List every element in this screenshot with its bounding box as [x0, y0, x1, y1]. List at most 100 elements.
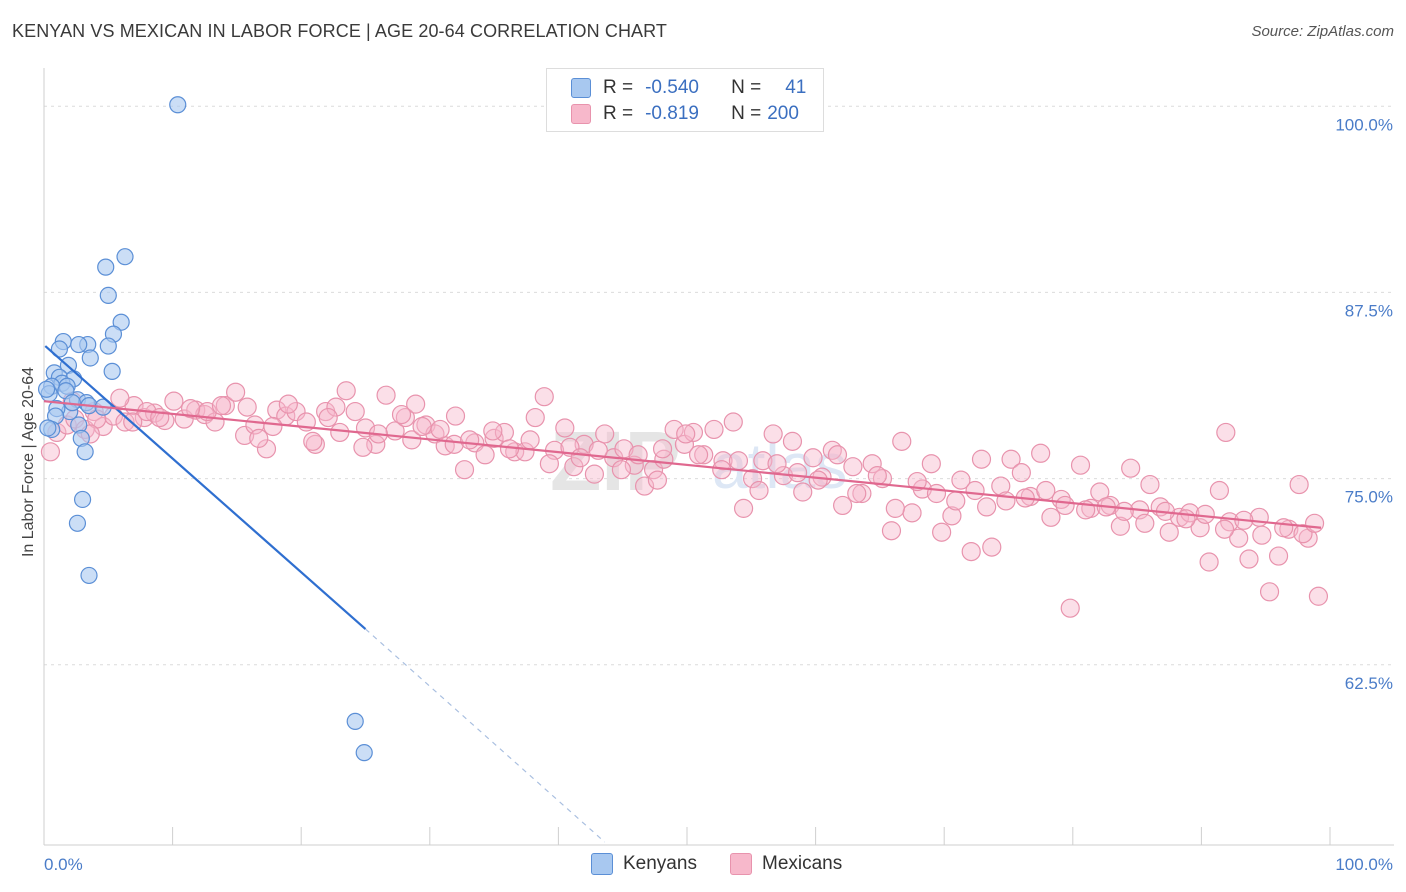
kenyan-point — [80, 566, 98, 585]
mexican-point — [704, 419, 724, 440]
mexican-point — [961, 541, 981, 562]
r-label: R = — [603, 77, 634, 98]
mexican-point — [534, 387, 554, 407]
mexican-point — [1060, 598, 1080, 618]
mexican-point — [965, 480, 985, 501]
mexican-point — [235, 425, 255, 446]
kenyans-trend-line — [44, 345, 367, 630]
mexican-point — [742, 469, 763, 489]
kenyan-point — [81, 349, 99, 367]
r-value: -0.540 — [645, 77, 699, 98]
x-tick-label: 0.0% — [44, 855, 83, 874]
grid-lines — [44, 105, 1394, 666]
mexican-point — [391, 404, 412, 425]
mexican-point — [444, 434, 464, 454]
kenyan-point — [346, 712, 364, 730]
kenyan-point — [99, 337, 117, 355]
mexican-point — [1031, 443, 1051, 463]
mexican-point — [793, 482, 813, 502]
mexican-point — [430, 419, 450, 440]
mexican-point — [1140, 474, 1160, 495]
mexican-point — [926, 483, 947, 504]
kenyan-point — [99, 286, 117, 305]
mexican-point — [763, 424, 783, 444]
kenyan-point — [103, 362, 121, 380]
n-value: 41 — [785, 77, 807, 98]
mexican-point — [827, 445, 848, 465]
mexican-point — [305, 434, 325, 454]
mexican-point — [539, 454, 559, 474]
r-label: R = — [603, 103, 634, 124]
mexican-point — [733, 498, 754, 518]
mexican-point — [1121, 458, 1141, 478]
n-label: N = — [731, 103, 762, 124]
kenyan-point — [50, 340, 69, 358]
axes — [43, 68, 1394, 846]
mexican-point — [286, 401, 306, 422]
mexican-point — [1259, 582, 1280, 602]
mexican-point — [996, 491, 1016, 511]
mexican-point — [226, 382, 246, 402]
mexican-point — [520, 430, 540, 450]
mexican-point — [749, 480, 769, 501]
trend-lines — [43, 345, 1322, 843]
mexican-point — [484, 428, 504, 448]
mexican-point — [782, 431, 803, 451]
mexican-point — [164, 391, 184, 411]
mexican-point — [318, 407, 338, 428]
mexican-point — [237, 397, 257, 417]
kenyan-point — [39, 419, 57, 437]
mexican-point — [330, 422, 350, 443]
mexican-point — [303, 431, 323, 451]
mexicans-swatch — [730, 853, 752, 875]
mexican-point — [555, 418, 575, 438]
mexican-point — [525, 407, 545, 428]
kenyan-point — [37, 380, 56, 398]
mexican-point — [570, 448, 590, 468]
mexican-point — [263, 416, 283, 437]
mexican-point — [376, 385, 396, 405]
mexican-point — [921, 454, 941, 474]
mexican-point — [326, 397, 346, 417]
mexican-point — [1199, 552, 1219, 572]
mexican-point — [1110, 516, 1130, 536]
legend-mexicans-label: Mexicans — [762, 853, 843, 874]
mexican-point — [982, 537, 1002, 557]
mexican-point — [664, 419, 684, 440]
mexican-point — [885, 498, 905, 518]
mexican-point — [676, 424, 696, 444]
kenyan-point — [97, 258, 115, 276]
y-tick-label: 87.5% — [1345, 301, 1393, 320]
mexican-point — [1011, 463, 1031, 483]
kenyan-point — [68, 514, 87, 532]
mexican-point — [40, 442, 61, 462]
mexican-point — [1055, 495, 1075, 516]
kenyan-point — [112, 313, 130, 331]
legend-row-kenyans: R = -0.540 N = 41 — [571, 75, 806, 101]
mexican-point — [942, 506, 962, 526]
mexican-point — [584, 464, 605, 484]
y-tick-labels: 62.5% 75.0% 87.5% 100.0% — [1335, 115, 1393, 693]
mexican-point — [1135, 513, 1155, 533]
n-label: N = — [731, 77, 762, 98]
mexican-point — [787, 463, 808, 483]
correlation-legend: R = -0.540 N = 41 R = -0.819 N = 200 — [546, 68, 824, 132]
mexican-point — [723, 412, 743, 432]
mexican-point — [1114, 501, 1134, 521]
mexican-point — [1195, 504, 1215, 524]
mexican-point — [1176, 509, 1196, 529]
mexican-point — [951, 470, 971, 490]
source-label: Source: ZipAtlas.com — [1251, 23, 1394, 40]
mexican-point — [115, 412, 135, 432]
mexican-point — [1239, 549, 1259, 569]
mexican-point — [155, 410, 175, 431]
mexican-point — [611, 460, 632, 480]
y-tick-label: 75.0% — [1345, 488, 1393, 507]
mexican-point — [971, 449, 992, 469]
mexican-point — [852, 483, 872, 504]
legend-kenyans-label: Kenyans — [623, 853, 697, 874]
legend-kenyans: Kenyans — [591, 852, 697, 876]
mexican-point — [412, 416, 432, 437]
mexican-point — [867, 466, 887, 486]
